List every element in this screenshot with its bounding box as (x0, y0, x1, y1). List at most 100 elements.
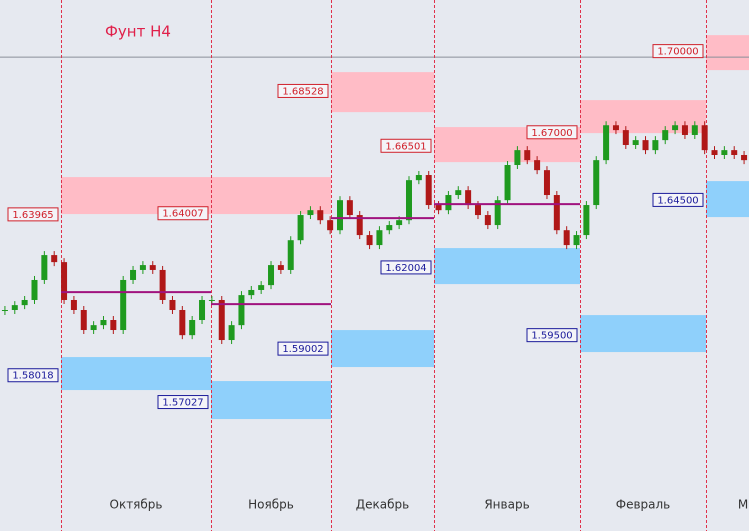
support-zone (331, 330, 434, 368)
candle (504, 165, 511, 201)
candle (435, 205, 442, 211)
resistance-zone (706, 35, 749, 71)
candle (337, 200, 344, 231)
candle (455, 190, 462, 196)
candle (248, 289, 255, 296)
candle (366, 235, 373, 246)
candle (346, 200, 353, 216)
candle (41, 255, 48, 280)
level-label: 1.68528 (282, 86, 323, 97)
candle (297, 215, 304, 241)
month-label: Январь (484, 498, 529, 512)
candle (21, 299, 28, 306)
candle (199, 299, 206, 321)
candle (356, 215, 363, 236)
candle (445, 195, 452, 211)
candle (622, 130, 629, 145)
candle (701, 125, 708, 151)
candle (573, 235, 580, 246)
month-label: Декабрь (356, 498, 409, 512)
candle (130, 269, 137, 280)
candle (100, 320, 107, 326)
candle (31, 279, 38, 300)
level-label-box (380, 138, 432, 153)
candle (149, 265, 156, 270)
candle (11, 305, 18, 310)
candle (642, 140, 649, 151)
candle (287, 240, 294, 270)
support-zone (434, 248, 580, 285)
month-label: М (738, 498, 748, 512)
level-label: 1.58018 (12, 371, 53, 382)
candle (169, 299, 176, 310)
level-label: 1.70000 (657, 47, 698, 58)
candle (563, 230, 570, 246)
candle (553, 195, 560, 231)
candle (179, 309, 186, 336)
level-label-box (277, 83, 329, 98)
chart-title: Фунт H4 (105, 23, 171, 41)
candle (159, 269, 166, 300)
level-label-box (652, 44, 704, 59)
level-label: 1.62004 (385, 263, 426, 274)
candle (80, 309, 87, 331)
candle (70, 299, 77, 310)
candle (474, 205, 481, 216)
candle (238, 295, 245, 326)
candle (61, 262, 68, 300)
level-label: 1.66501 (385, 141, 426, 152)
candle (662, 130, 669, 141)
candle (51, 255, 58, 263)
support-zone (61, 357, 211, 391)
candle (120, 279, 127, 331)
candle (415, 175, 422, 181)
candle (524, 150, 531, 161)
candle (189, 320, 196, 336)
candle (307, 210, 314, 216)
month-label: Ноябрь (248, 498, 294, 512)
candle (652, 140, 659, 151)
candle (208, 299, 215, 301)
candle (317, 210, 324, 221)
candle (632, 140, 639, 145)
candle (110, 320, 117, 331)
level-label-box (526, 125, 578, 140)
candle (268, 265, 275, 286)
candle (425, 175, 432, 206)
candle (327, 220, 334, 231)
candle (612, 125, 619, 131)
level-label-box (277, 341, 329, 356)
candle (593, 160, 600, 206)
level-label: 1.59002 (282, 344, 323, 355)
candle (583, 205, 590, 236)
month-label: Февраль (616, 498, 671, 512)
level-label: 1.64500 (657, 195, 698, 206)
level-label-box (157, 206, 209, 221)
candle (691, 125, 698, 135)
support-zone (580, 315, 706, 353)
support-zone (211, 381, 331, 420)
candle (277, 265, 284, 270)
candle (741, 154, 748, 161)
level-label: 1.67000 (531, 128, 572, 139)
candle (386, 225, 393, 231)
candle (139, 265, 146, 270)
candle (90, 325, 97, 331)
candle (731, 150, 738, 155)
candle (721, 150, 728, 155)
level-label-box (157, 395, 209, 410)
candle (543, 170, 550, 196)
candle (465, 190, 472, 206)
candle (534, 160, 541, 171)
resistance-zone (331, 72, 434, 113)
support-zone (706, 181, 749, 218)
candle (484, 215, 491, 226)
candle (218, 299, 225, 341)
candle (376, 230, 383, 246)
resistance-zone (211, 177, 331, 215)
candle (603, 125, 610, 161)
level-label-box (652, 192, 704, 207)
candle (228, 325, 235, 341)
level-label: 1.59500 (531, 331, 572, 342)
